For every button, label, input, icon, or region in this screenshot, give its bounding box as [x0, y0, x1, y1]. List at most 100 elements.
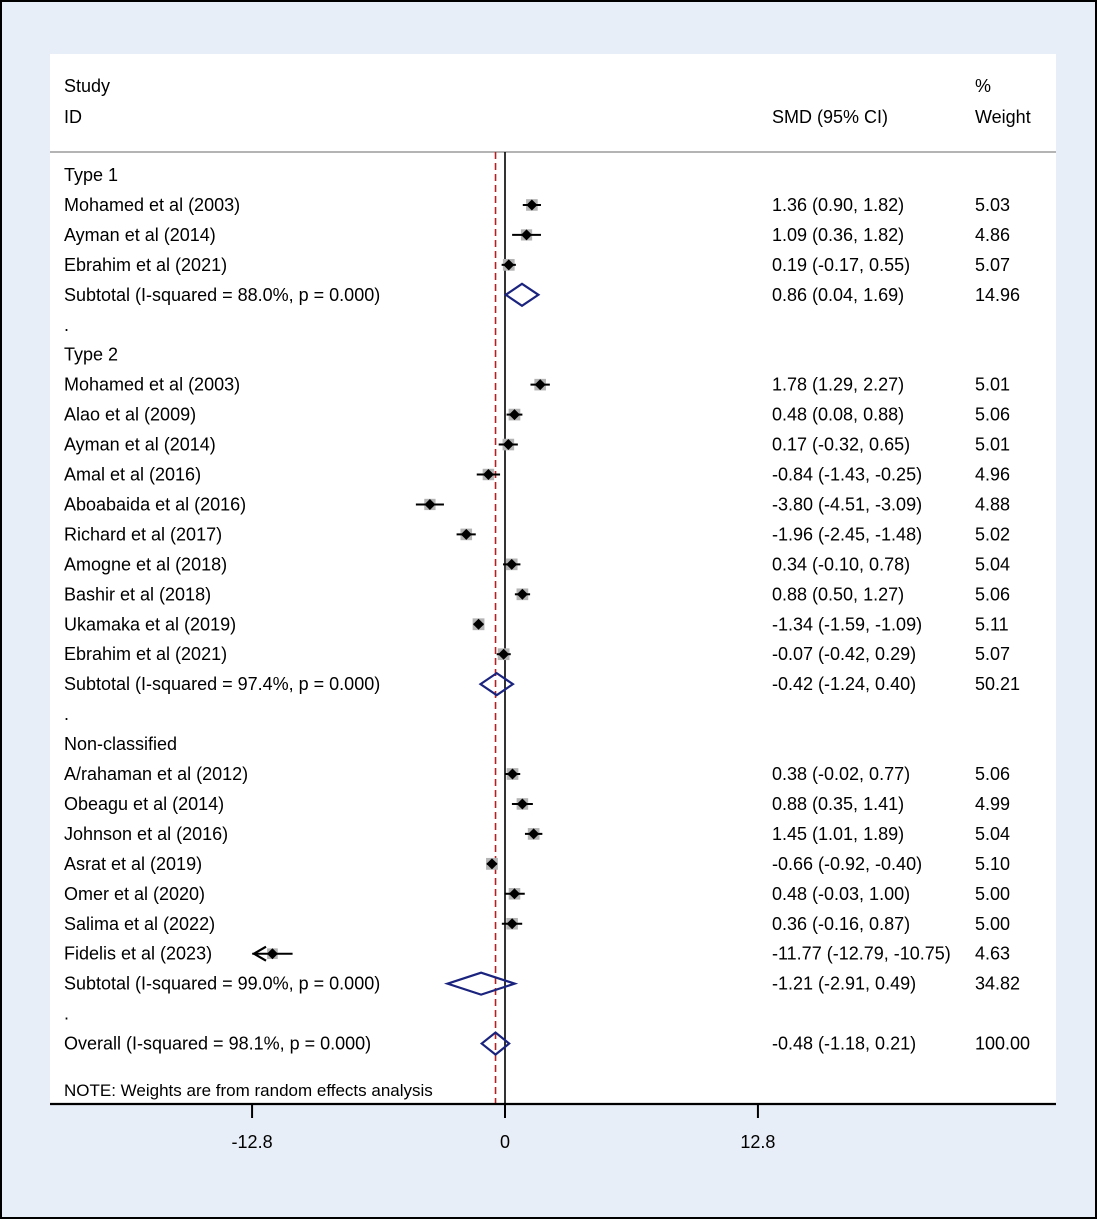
effect-ci-text: -0.66 (-0.92, -0.40)	[772, 854, 922, 874]
study-label: Johnson et al (2016)	[64, 824, 228, 844]
group-title: Non-classified	[64, 734, 177, 754]
weight-text: 50.21	[975, 674, 1020, 694]
weight-text: 4.86	[975, 225, 1010, 245]
effect-ci-text: -0.42 (-1.24, 0.40)	[772, 674, 916, 694]
study-label: Bashir et al (2018)	[64, 584, 211, 604]
study-label: Ayman et al (2014)	[64, 435, 216, 455]
study-label: Obeagu et al (2014)	[64, 794, 224, 814]
subtotal-diamond	[443, 971, 519, 996]
subtotal-label: Subtotal (I-squared = 97.4%, p = 0.000)	[64, 674, 380, 694]
weight-text: 5.04	[975, 554, 1010, 574]
weight-text: 14.96	[975, 285, 1020, 305]
header-weight: Weight	[975, 107, 1031, 127]
header-study: Study	[64, 76, 110, 96]
study-label: Amogne et al (2018)	[64, 554, 227, 574]
point-estimate	[473, 618, 485, 630]
study-label: Ayman et al (2014)	[64, 225, 216, 245]
effect-ci-text: -3.80 (-4.51, -3.09)	[772, 494, 922, 514]
subtotal-diamond	[478, 671, 515, 697]
weight-text: 5.07	[975, 644, 1010, 664]
effect-ci-text: 0.48 (-0.03, 1.00)	[772, 884, 910, 904]
point-estimate	[266, 948, 278, 960]
subtotal-label: Subtotal (I-squared = 99.0%, p = 0.000)	[64, 974, 380, 994]
effect-ci-text: 1.09 (0.36, 1.82)	[772, 225, 904, 245]
effect-ci-text: -1.34 (-1.59, -1.09)	[772, 614, 922, 634]
study-label: Fidelis et al (2023)	[64, 944, 212, 964]
x-tick-label: 12.8	[740, 1132, 775, 1152]
effect-ci-text: 0.38 (-0.02, 0.77)	[772, 764, 910, 784]
effect-ci-text: 0.86 (0.04, 1.69)	[772, 285, 904, 305]
effect-ci-text: 1.36 (0.90, 1.82)	[772, 195, 904, 215]
weight-text: 5.10	[975, 854, 1010, 874]
effect-ci-text: -0.48 (-1.18, 0.21)	[772, 1034, 916, 1054]
effect-ci-text: -0.07 (-0.42, 0.29)	[772, 644, 916, 664]
group-title: Type 1	[64, 165, 118, 185]
point-estimate	[498, 648, 510, 660]
study-label: Mohamed et al (2003)	[64, 195, 240, 215]
x-tick-label: -12.8	[232, 1132, 273, 1152]
effect-ci-text: 1.78 (1.29, 2.27)	[772, 375, 904, 395]
effect-ci-text: 0.17 (-0.32, 0.65)	[772, 435, 910, 455]
study-label: Salima et al (2022)	[64, 914, 215, 934]
note-text: NOTE: Weights are from random effects an…	[64, 1081, 433, 1100]
weight-text: 5.01	[975, 375, 1010, 395]
header-id: ID	[64, 107, 82, 127]
study-label: Asrat et al (2019)	[64, 854, 202, 874]
point-estimate	[503, 259, 515, 271]
study-label: Mohamed et al (2003)	[64, 375, 240, 395]
point-estimate	[534, 379, 546, 391]
plot-background	[50, 54, 1056, 1104]
header-percent: %	[975, 76, 991, 96]
point-estimate	[424, 498, 436, 510]
point-estimate	[521, 229, 533, 241]
weight-text: 5.02	[975, 524, 1010, 544]
weight-text: 5.03	[975, 195, 1010, 215]
weight-text: 5.01	[975, 435, 1010, 455]
effect-ci-text: -1.96 (-2.45, -1.48)	[772, 524, 922, 544]
effect-ci-text: -11.77 (-12.79, -10.75)	[772, 944, 951, 964]
weight-text: 4.88	[975, 494, 1010, 514]
point-estimate	[507, 768, 519, 780]
point-estimate	[528, 828, 540, 840]
study-label: Ebrahim et al (2021)	[64, 255, 227, 275]
weight-text: 100.00	[975, 1034, 1030, 1054]
point-estimate	[482, 469, 494, 480]
point-estimate	[486, 858, 498, 870]
weight-text: 5.11	[975, 614, 1009, 634]
point-estimate	[506, 918, 518, 930]
effect-ci-text: -0.84 (-1.43, -0.25)	[772, 465, 922, 485]
row-spacer-dot: .	[64, 1004, 69, 1024]
weight-text: 5.00	[975, 884, 1010, 904]
point-estimate	[516, 588, 528, 600]
point-estimate	[502, 439, 514, 451]
effect-ci-text: 0.36 (-0.16, 0.87)	[772, 914, 910, 934]
weight-text: 5.00	[975, 914, 1010, 934]
overall-diamond	[479, 1031, 511, 1056]
overall-label: Overall (I-squared = 98.1%, p = 0.000)	[64, 1034, 371, 1054]
study-label: Omer et al (2020)	[64, 884, 205, 904]
weight-text: 5.06	[975, 584, 1010, 604]
weight-text: 4.99	[975, 794, 1010, 814]
study-label: A/rahaman et al (2012)	[64, 764, 248, 784]
weight-text: 5.07	[975, 255, 1010, 275]
weight-text: 34.82	[975, 974, 1020, 994]
x-tick-label: 0	[500, 1132, 510, 1152]
study-label: Aboabaida et al (2016)	[64, 494, 246, 514]
weight-text: 4.63	[975, 944, 1010, 964]
effect-ci-text: 1.45 (1.01, 1.89)	[772, 824, 904, 844]
study-label: Alao et al (2009)	[64, 405, 196, 425]
point-estimate	[506, 558, 518, 570]
point-estimate	[516, 798, 528, 810]
weight-text: 5.04	[975, 824, 1010, 844]
study-label: Ukamaka et al (2019)	[64, 614, 236, 634]
effect-ci-text: 0.88 (0.50, 1.27)	[772, 584, 904, 604]
weight-text: 5.06	[975, 405, 1010, 425]
group-title: Type 2	[64, 345, 118, 365]
point-estimate	[526, 199, 538, 211]
effect-ci-text: 0.34 (-0.10, 0.78)	[772, 554, 910, 574]
subtotal-label: Subtotal (I-squared = 88.0%, p = 0.000)	[64, 285, 380, 305]
effect-ci-text: 0.19 (-0.17, 0.55)	[772, 255, 910, 275]
row-spacer-dot: .	[64, 704, 69, 724]
subtotal-diamond	[503, 282, 541, 308]
